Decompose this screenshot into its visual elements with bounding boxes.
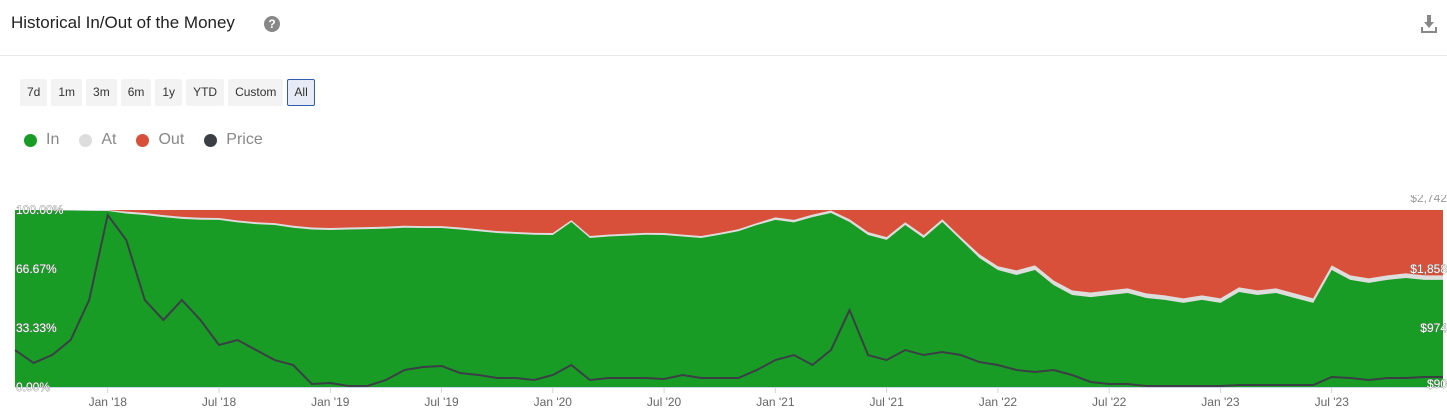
legend-label: Price (226, 131, 263, 148)
legend-item-out[interactable]: Out (136, 131, 184, 149)
range-button-6m[interactable]: 6m (120, 79, 152, 106)
legend-item-price[interactable]: Price (204, 131, 263, 149)
legend: In At Out Price (24, 131, 263, 149)
x-tick-label: Jan '23 (1201, 395, 1240, 409)
range-button-1m[interactable]: 1m (51, 79, 83, 106)
range-button-3m[interactable]: 3m (86, 79, 117, 106)
x-tick-label: Jul '18 (202, 395, 237, 409)
legend-dot (136, 133, 150, 147)
y-left-tick-label: 100.00% (16, 203, 64, 217)
x-tick-label: Jan '22 (979, 395, 1018, 409)
in-area (15, 210, 1443, 387)
y-left-tick-label: 0.00% (16, 380, 50, 394)
x-tick-label: Jul '19 (424, 395, 459, 409)
download-icon[interactable] (1420, 14, 1438, 34)
chart: Jan '18 Jul '18 Jan '19 Jul '19 Jan '20 Jul '… (14, 195, 1447, 409)
x-tick-label: Jul '22 (1092, 395, 1127, 409)
range-button-7d[interactable]: 7d (20, 79, 48, 106)
x-tick-label: Jan '19 (311, 395, 350, 409)
legend-dot (24, 133, 37, 147)
header-divider (0, 55, 1447, 56)
legend-dot (79, 133, 93, 147)
legend-label: Out (158, 131, 185, 148)
range-button-1y[interactable]: 1y (155, 79, 183, 106)
range-selector: 7d 1m 3m 6m 1y YTD Custom All (20, 79, 315, 106)
legend-label: At (101, 131, 117, 148)
y-right-tick-label: $90 (1427, 377, 1447, 391)
legend-dot (204, 133, 218, 147)
y-right-tick-label: $1,858 (1410, 262, 1447, 276)
y-right-tick-label: $974 (1420, 321, 1447, 335)
legend-label: In (46, 131, 60, 148)
x-tick-label: Jul '21 (869, 395, 904, 409)
y-left-tick-label: 33.33% (16, 321, 57, 335)
price-line (14, 212, 1443, 387)
question-circle-icon[interactable]: ? (264, 16, 280, 32)
page-title: Historical In/Out of the Money (11, 13, 235, 32)
legend-item-in[interactable]: In (24, 131, 59, 149)
range-button-custom[interactable]: Custom (228, 79, 284, 106)
x-tick-label: Jul '20 (647, 395, 682, 409)
y-right-tick-label: $2,742 (1410, 195, 1447, 205)
range-button-ytd[interactable]: YTD (186, 79, 225, 106)
x-tick-label: Jan '18 (89, 395, 128, 409)
x-tick-label: Jul '23 (1315, 395, 1350, 409)
x-tick-label: Jan '20 (534, 395, 573, 409)
legend-item-at[interactable]: At (79, 131, 116, 149)
x-tick-label: Jan '21 (756, 395, 795, 409)
y-left-tick-label: 66.67% (16, 262, 57, 276)
range-button-all[interactable]: All (287, 79, 315, 106)
